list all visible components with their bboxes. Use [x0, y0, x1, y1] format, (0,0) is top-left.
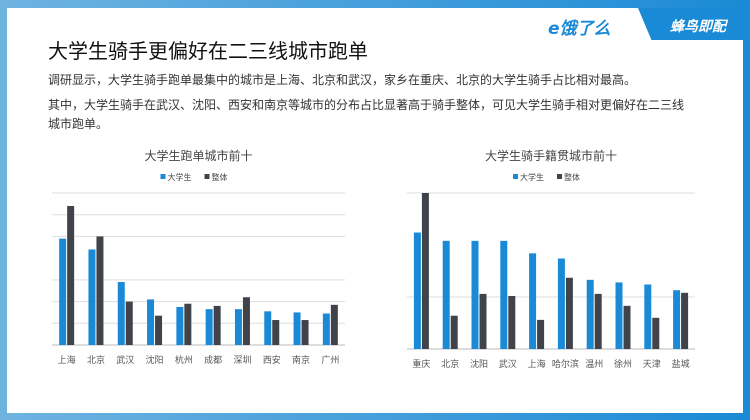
legend-label: 整体	[212, 172, 228, 182]
bar	[96, 236, 104, 345]
bar	[500, 240, 508, 349]
x-tick-label: 深圳	[233, 355, 251, 366]
x-tick-label: 徐州	[614, 358, 632, 370]
chart-title: 大学生跑单城市前十	[144, 148, 252, 163]
legend-label: 整体	[564, 172, 580, 182]
bar	[205, 309, 213, 345]
x-tick-label: 南京	[292, 354, 310, 366]
legend-label: 大学生	[520, 172, 544, 182]
bar	[586, 279, 594, 349]
bar	[147, 299, 155, 345]
bar	[508, 295, 516, 349]
chart-title: 大学生骑手籍贯城市前十	[485, 148, 617, 163]
bar	[67, 206, 75, 345]
page-title: 大学生骑手更偏好在二三线城市跑单	[48, 39, 368, 63]
legend-label: 大学生	[168, 172, 192, 182]
bar	[652, 317, 660, 349]
bar	[184, 303, 192, 345]
legend-swatch	[204, 174, 210, 179]
x-tick-label: 西安	[263, 354, 281, 366]
bar	[176, 307, 184, 345]
eleme-logo: e饿了么	[548, 19, 611, 39]
bar	[557, 258, 565, 349]
legend-swatch	[513, 174, 518, 179]
bar	[623, 305, 631, 349]
bar	[125, 301, 133, 345]
x-tick-label: 北京	[441, 358, 459, 370]
bar	[644, 284, 652, 349]
x-tick-label: 上海	[58, 354, 76, 366]
bar	[264, 311, 272, 345]
bar	[537, 319, 545, 349]
bar	[442, 240, 450, 349]
x-tick-label: 天津	[643, 359, 661, 370]
bar	[117, 282, 125, 345]
x-tick-label: 成都	[204, 354, 222, 366]
bar	[529, 253, 537, 349]
bar	[565, 277, 573, 349]
x-tick-label: 武汉	[116, 354, 134, 366]
x-tick-label: 武汉	[499, 358, 517, 370]
bar	[413, 232, 421, 349]
paragraph-2: 其中，大学生骑手在武汉、沈阳、西安和南京等城市的分布占比显著高于骑手整体，可见大…	[48, 98, 685, 131]
bar	[330, 304, 338, 345]
legend-swatch	[160, 174, 166, 179]
bar	[234, 309, 242, 345]
x-tick-label: 哈尔滨	[552, 358, 579, 370]
bar	[155, 315, 163, 345]
x-tick-label: 杭州	[175, 354, 193, 366]
bar	[421, 193, 429, 349]
legend-swatch	[557, 174, 562, 179]
x-tick-label: 北京	[87, 354, 105, 366]
bar	[59, 238, 67, 345]
x-tick-label: 上海	[528, 358, 546, 370]
bar	[293, 312, 301, 345]
bar	[471, 240, 479, 349]
bar	[681, 292, 689, 349]
bar	[242, 297, 250, 345]
bar	[479, 293, 487, 349]
fengniao-logo: 蜂鸟即配	[638, 8, 750, 40]
x-tick-label: 沈阳	[146, 354, 164, 366]
bar	[322, 313, 330, 345]
bar	[272, 320, 280, 345]
x-tick-label: 盐城	[672, 358, 690, 370]
bar	[450, 315, 458, 349]
bar	[301, 320, 309, 345]
paragraph-1: 调研显示，大学生骑手跑单最集中的城市是上海、北京和武汉，家乡在重庆、北京的大学生…	[48, 73, 637, 87]
x-tick-label: 重庆	[412, 358, 430, 370]
bar	[213, 305, 221, 345]
bar	[594, 293, 602, 349]
x-tick-label: 广州	[321, 354, 339, 366]
bar	[615, 282, 623, 349]
x-tick-label: 温州	[585, 359, 603, 370]
x-tick-label: 沈阳	[470, 358, 488, 370]
bar	[673, 290, 681, 349]
bar	[88, 249, 96, 345]
